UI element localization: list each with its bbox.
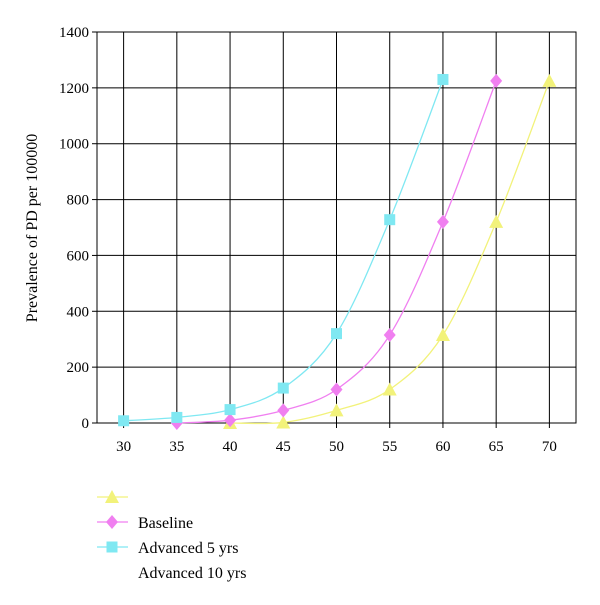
data-point (224, 413, 237, 428)
chart-series (118, 73, 557, 430)
legend-label: Baseline (138, 515, 193, 532)
x-tick-label: 50 (329, 439, 344, 455)
x-tick-label: 45 (276, 439, 291, 455)
data-point (331, 328, 342, 340)
chart-legend: Baseline Advanced 5 yrs Advanced 10 yrs (97, 490, 246, 582)
data-point (329, 403, 344, 417)
series-group (118, 73, 449, 427)
x-tick-label: 35 (169, 439, 184, 455)
legend-label: Advanced 5 yrs (138, 540, 238, 557)
legend-marker (106, 515, 118, 529)
x-tick-label: 40 (223, 439, 238, 455)
y-tick-label: 1400 (59, 25, 89, 41)
y-tick-label: 800 (67, 193, 90, 209)
data-point (383, 328, 396, 343)
x-tick-label: 55 (382, 439, 397, 455)
y-tick-label: 0 (82, 416, 90, 432)
series-line (230, 80, 550, 425)
y-tick-label: 200 (67, 360, 90, 376)
data-point (435, 328, 450, 342)
data-point (277, 382, 289, 394)
data-point (436, 214, 449, 229)
data-point (490, 73, 503, 88)
data-point (384, 214, 396, 226)
legend-marker (106, 541, 118, 553)
x-tick-label: 65 (489, 439, 504, 455)
data-point (382, 382, 397, 396)
y-tick-label: 1200 (59, 81, 89, 97)
data-point (118, 415, 130, 427)
data-point (277, 403, 290, 418)
data-point (330, 382, 343, 397)
chart-axes: 30 35 40 45 50 55 60 65 70 0 200 400 600 800 1000 1200 1… (59, 25, 577, 455)
x-tick-label: 60 (435, 439, 450, 455)
chart-grid (97, 31, 576, 424)
y-tick-label: 1000 (59, 137, 89, 153)
data-point (276, 415, 291, 429)
y-tick-label: 400 (67, 304, 90, 320)
data-point (224, 404, 236, 416)
x-tick-label: 30 (116, 439, 131, 455)
legend-marker (105, 490, 119, 503)
x-tick-label: 70 (542, 439, 557, 455)
data-point (542, 73, 557, 87)
data-point (171, 411, 183, 423)
y-axis-label: Prevalence of PD per 100000 (24, 134, 41, 322)
legend-label: Advanced 10 yrs (138, 565, 246, 582)
y-tick-label: 600 (67, 248, 90, 264)
data-point (437, 73, 449, 85)
data-point (489, 214, 504, 228)
